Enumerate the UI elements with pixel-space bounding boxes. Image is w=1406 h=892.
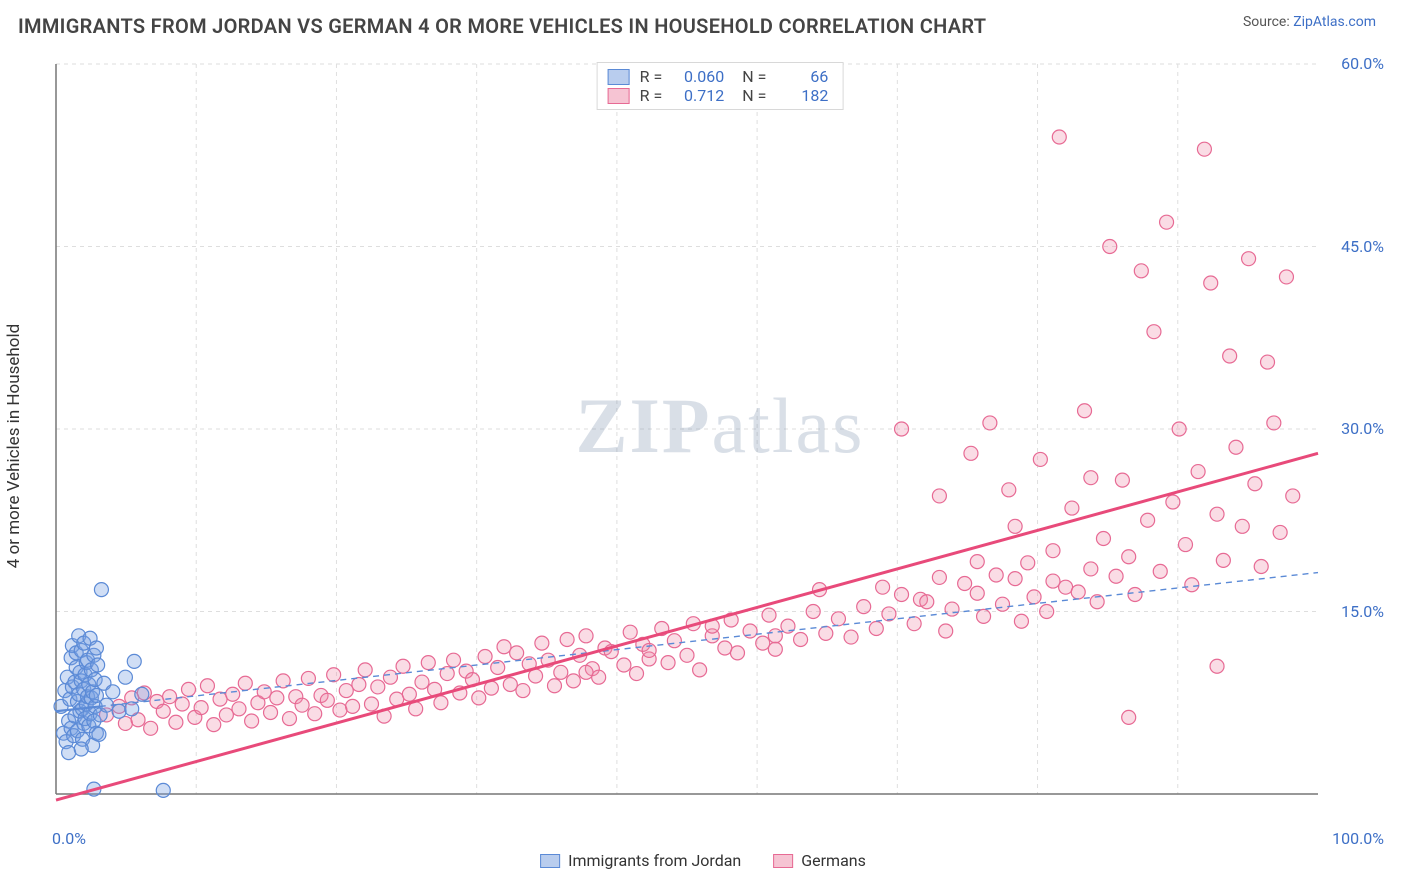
legend-swatch-germans bbox=[608, 88, 630, 104]
legend-n-label: N = bbox=[742, 86, 766, 105]
legend-n-label: N = bbox=[742, 67, 766, 86]
legend-r-value-germans: 0.712 bbox=[672, 86, 724, 105]
legend-label-germans: Germans bbox=[801, 851, 866, 870]
legend-swatch-germans bbox=[773, 854, 793, 868]
y-tick-label: 15.0% bbox=[1341, 602, 1384, 621]
legend-r-label: R = bbox=[640, 86, 663, 105]
chart-area: R = 0.060 N = 66 R = 0.712 N = 182 ZIPat… bbox=[52, 60, 1388, 822]
legend-swatch-jordan bbox=[608, 69, 630, 85]
legend-item-jordan: Immigrants from Jordan bbox=[540, 851, 741, 870]
source-label: Source: bbox=[1243, 14, 1290, 30]
legend-label-jordan: Immigrants from Jordan bbox=[568, 851, 741, 870]
scatter-plot bbox=[52, 60, 1388, 822]
y-axis-label: 4 or more Vehicles in Household bbox=[4, 324, 24, 568]
y-tick-label: 30.0% bbox=[1341, 419, 1384, 438]
legend-swatch-jordan bbox=[540, 854, 560, 868]
chart-title: IMMIGRANTS FROM JORDAN VS GERMAN 4 OR MO… bbox=[18, 14, 986, 38]
legend-series: Immigrants from Jordan Germans bbox=[540, 851, 866, 870]
legend-stats-row-germans: R = 0.712 N = 182 bbox=[608, 86, 829, 105]
legend-r-value-jordan: 0.060 bbox=[672, 67, 724, 86]
y-tick-label: 60.0% bbox=[1341, 54, 1384, 73]
legend-r-label: R = bbox=[640, 67, 663, 86]
legend-stats: R = 0.060 N = 66 R = 0.712 N = 182 bbox=[597, 62, 844, 110]
legend-n-value-jordan: 66 bbox=[776, 67, 828, 86]
legend-stats-row-jordan: R = 0.060 N = 66 bbox=[608, 67, 829, 86]
source-link[interactable]: ZipAtlas.com bbox=[1293, 14, 1376, 30]
x-tick-max: 100.0% bbox=[1332, 829, 1384, 848]
legend-item-germans: Germans bbox=[773, 851, 866, 870]
x-tick-min: 0.0% bbox=[52, 829, 86, 848]
source-attribution: Source: ZipAtlas.com bbox=[1243, 14, 1376, 30]
legend-n-value-germans: 182 bbox=[776, 86, 828, 105]
y-tick-label: 45.0% bbox=[1341, 237, 1384, 256]
